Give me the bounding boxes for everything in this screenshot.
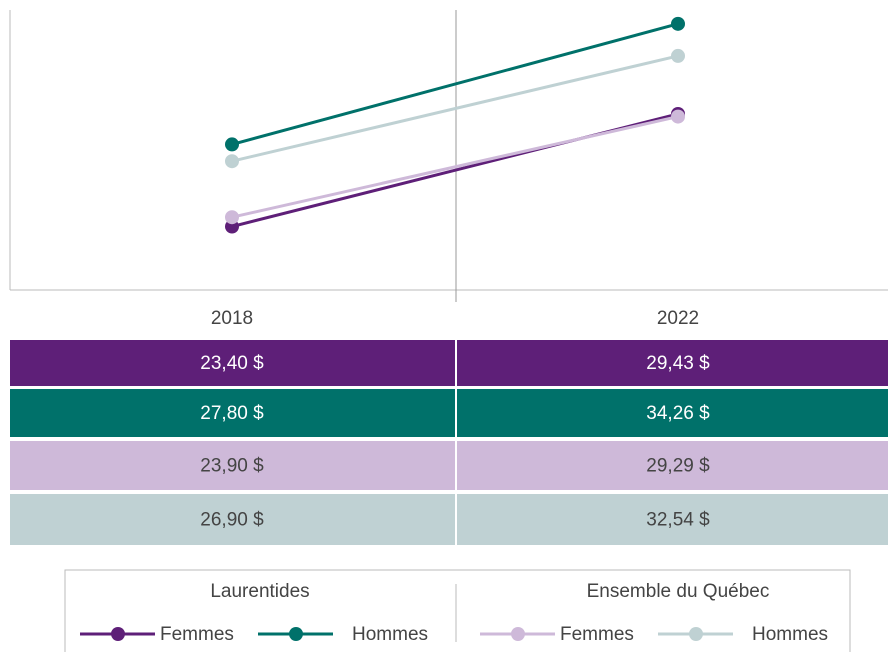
legend-group-title: Ensemble du Québec [587,581,770,602]
value-label: 29,29 $ [646,456,710,477]
value-label: 23,90 $ [200,456,264,477]
data-point [671,109,685,124]
table-cell [457,389,888,437]
legend-label: Femmes [160,624,234,645]
data-point [225,154,239,169]
series-line [231,22,679,146]
table-cell [457,340,888,386]
legend-label: Femmes [560,624,634,645]
table-cell [10,340,455,386]
value-label: 26,90 $ [200,510,264,531]
value-label: 23,40 $ [200,353,264,374]
data-point [225,210,239,225]
x-tick-label: 2022 [657,308,699,329]
table-cell [10,494,455,545]
data-point [225,137,239,152]
table-cell [10,441,455,490]
legend-marker [111,627,125,641]
value-label: 27,80 $ [200,403,264,424]
series-line [231,115,679,219]
legend-box [64,569,851,652]
legend-label: Hommes [352,624,428,645]
series-line [231,54,679,163]
table-cell [457,441,888,490]
legend-label: Hommes [752,624,828,645]
legend-group-title: Laurentides [210,581,309,602]
x-tick-label: 2018 [211,308,253,329]
legend-marker [689,627,703,641]
legend-marker [289,627,303,641]
table-cell [457,494,888,545]
legend-marker [511,627,525,641]
value-label: 34,26 $ [646,403,710,424]
value-label: 32,54 $ [646,510,710,531]
value-label: 29,43 $ [646,353,710,374]
data-point [671,16,685,31]
table-cell [10,389,455,437]
data-point [671,48,685,63]
